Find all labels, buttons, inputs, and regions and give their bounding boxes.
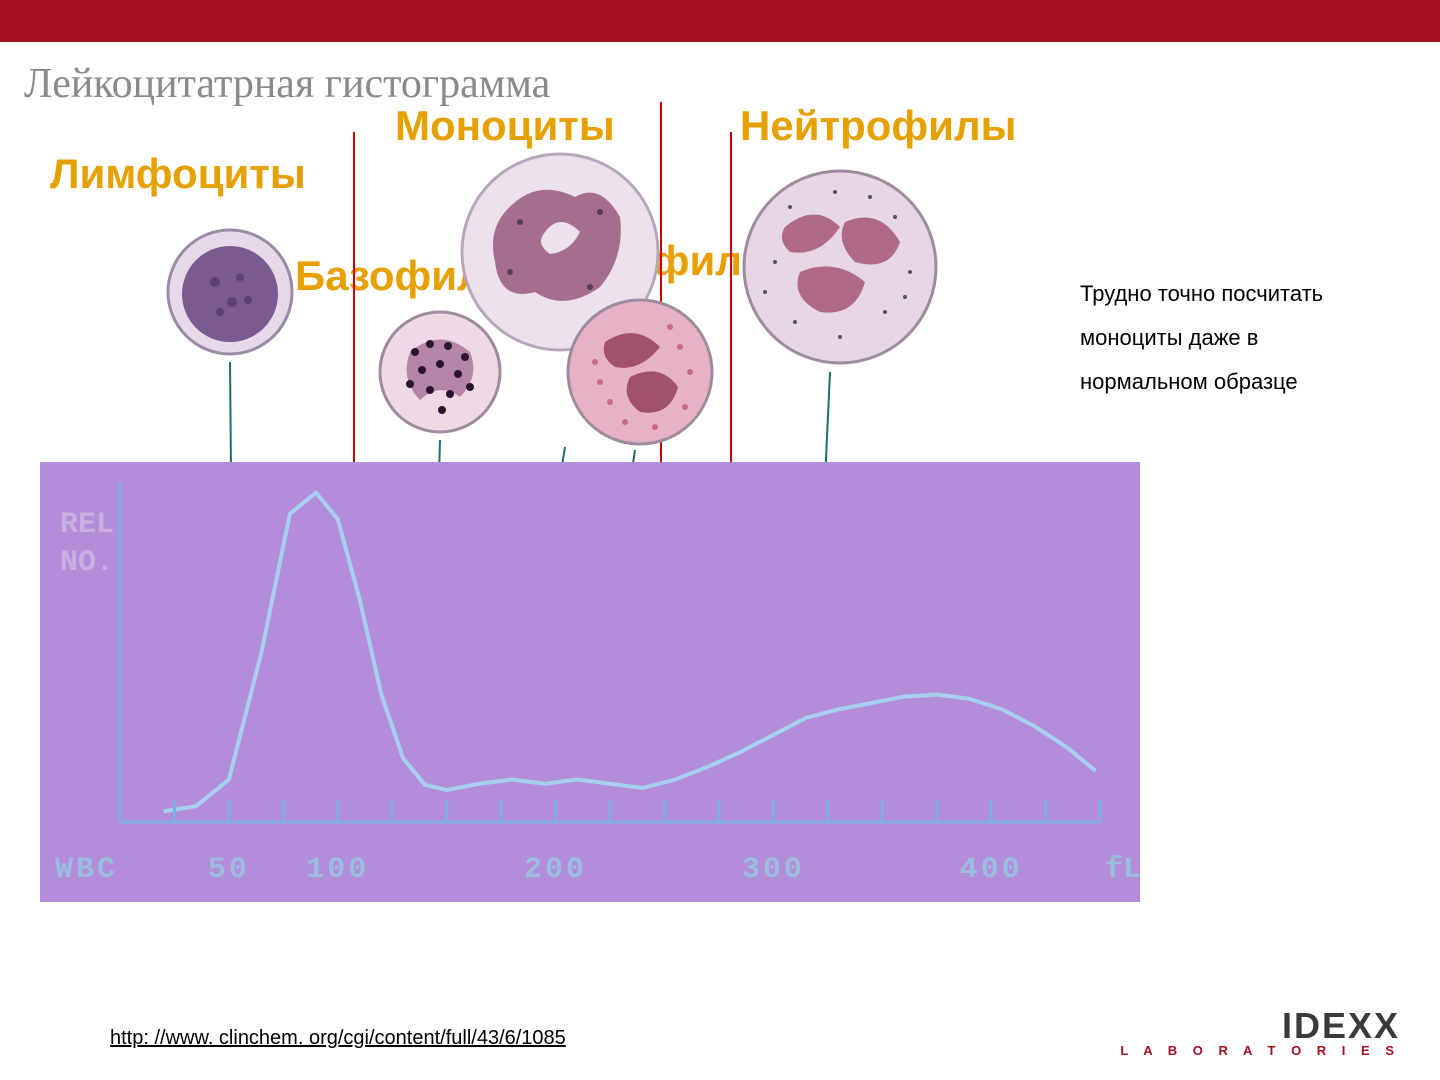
cell-eosinophil [560, 292, 720, 452]
svg-text:REL: REL [60, 508, 114, 542]
logo-brand: IDEXX [1120, 1005, 1400, 1047]
label-neutrophils: Нейтрофилы [740, 102, 1017, 150]
label-lymphocytes: Лимфоциты [50, 150, 306, 198]
svg-text:50: 50 [208, 853, 250, 887]
note-line: нормальном образце [1080, 360, 1380, 404]
slide-title: Лейкоцитатрная гистограмма [24, 60, 550, 108]
logo-sub: L A B O R A T O R I E S [1120, 1043, 1400, 1058]
svg-text:fL: fL [1105, 853, 1140, 887]
svg-text:NO.: NO. [60, 546, 114, 580]
source-link[interactable]: http: //www. clinchem. org/cgi/content/f… [110, 1027, 566, 1050]
svg-text:300: 300 [742, 853, 805, 887]
slide-body: Лейкоцитатрная гистограмма Лимфоциты Мон… [0, 42, 1440, 1080]
note-text: Трудно точно посчитать моноциты даже в н… [1080, 272, 1380, 404]
svg-text:200: 200 [524, 853, 587, 887]
svg-text:WBC: WBC [55, 853, 118, 887]
note-line: Трудно точно посчитать [1080, 272, 1380, 316]
cell-lymphocyte [160, 222, 300, 362]
logo: IDEXX L A B O R A T O R I E S [1120, 1005, 1400, 1058]
note-line: моноциты даже в [1080, 316, 1380, 360]
wbc-histogram-chart: REL NO. WBC 50 100 200 300 400 fL [40, 462, 1140, 902]
svg-text:400: 400 [960, 853, 1023, 887]
svg-text:100: 100 [306, 853, 369, 887]
header-bar [0, 0, 1440, 42]
cell-neutrophil [735, 162, 945, 372]
